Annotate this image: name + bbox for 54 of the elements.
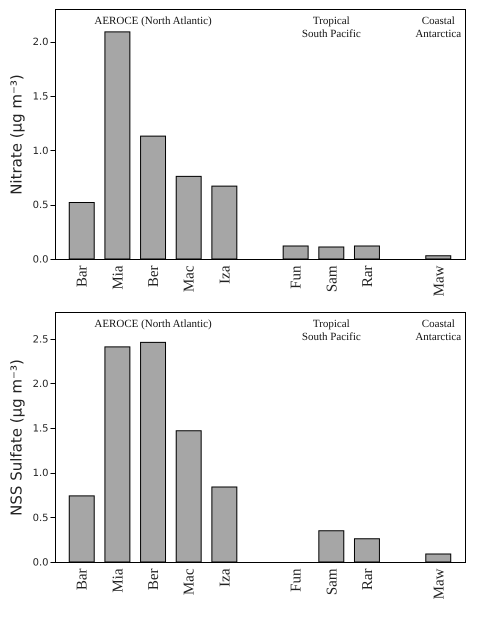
bar bbox=[104, 31, 130, 260]
x-tick-label: Mia bbox=[110, 265, 126, 290]
y-tick-label: 2.0 bbox=[32, 378, 48, 390]
bar bbox=[176, 430, 202, 562]
bar bbox=[211, 186, 238, 260]
bar bbox=[140, 136, 166, 260]
x-tick-label: Rar bbox=[360, 266, 376, 288]
bar bbox=[68, 202, 95, 260]
x-tick-label: Mac bbox=[182, 568, 198, 596]
x-tick-label: Sam bbox=[324, 265, 340, 292]
x-tick-label: Rar bbox=[360, 568, 376, 590]
x-tick-label: Ber bbox=[146, 568, 162, 590]
bar bbox=[282, 245, 309, 260]
x-tick-label: Bar bbox=[74, 266, 91, 288]
x-tick-label: Iza bbox=[217, 568, 234, 587]
y-tick-label: 0.0 bbox=[32, 254, 48, 266]
x-tick-label: Fun bbox=[288, 265, 305, 289]
annotation: Coastal Antarctica bbox=[415, 318, 462, 343]
annotation: AEROCE (North Atlantic) bbox=[94, 318, 212, 330]
bar bbox=[140, 342, 166, 562]
y-axis-title: NSS Sulfate (μg m⁻³) bbox=[8, 359, 26, 516]
y-tick-label: 1.5 bbox=[32, 91, 48, 102]
y-tick-label: 1.5 bbox=[32, 424, 48, 435]
x-tick-label: Bar bbox=[74, 568, 91, 590]
x-tick-label: Fun bbox=[288, 568, 305, 592]
y-tick-label: 0.5 bbox=[32, 512, 48, 524]
y-axis-title: Nitrate (μg m⁻³) bbox=[8, 74, 26, 195]
x-tick-label: Mac bbox=[182, 265, 198, 292]
y-tick-label: 2.5 bbox=[32, 334, 48, 346]
y-tick-label: 2.0 bbox=[32, 37, 48, 48]
bar bbox=[425, 255, 452, 260]
x-tick-label: Sam bbox=[324, 568, 340, 596]
bar bbox=[211, 486, 238, 562]
x-tick-label: Maw bbox=[431, 568, 448, 600]
y-tick-label: 1.0 bbox=[32, 468, 48, 480]
x-tick-label: Mia bbox=[110, 568, 126, 593]
bar bbox=[354, 245, 380, 260]
annotation: Tropical South Pacific bbox=[302, 318, 361, 343]
bar bbox=[318, 246, 344, 260]
y-tick-label: 0.0 bbox=[32, 558, 48, 568]
y-tick-label: 0.5 bbox=[32, 200, 48, 212]
bar bbox=[354, 538, 380, 562]
x-tick-label: Iza bbox=[217, 265, 234, 284]
annotation: Coastal Antarctica bbox=[415, 15, 462, 40]
y-tick-label: 1.0 bbox=[32, 146, 48, 157]
bar bbox=[68, 495, 95, 562]
bar bbox=[318, 530, 344, 562]
bar bbox=[104, 346, 130, 562]
bar bbox=[425, 553, 452, 562]
x-tick-label: Maw bbox=[431, 265, 448, 296]
x-tick-label: Ber bbox=[146, 266, 162, 288]
bar bbox=[176, 176, 202, 260]
annotation: AEROCE (North Atlantic) bbox=[94, 15, 212, 27]
annotation: Tropical South Pacific bbox=[302, 15, 361, 40]
